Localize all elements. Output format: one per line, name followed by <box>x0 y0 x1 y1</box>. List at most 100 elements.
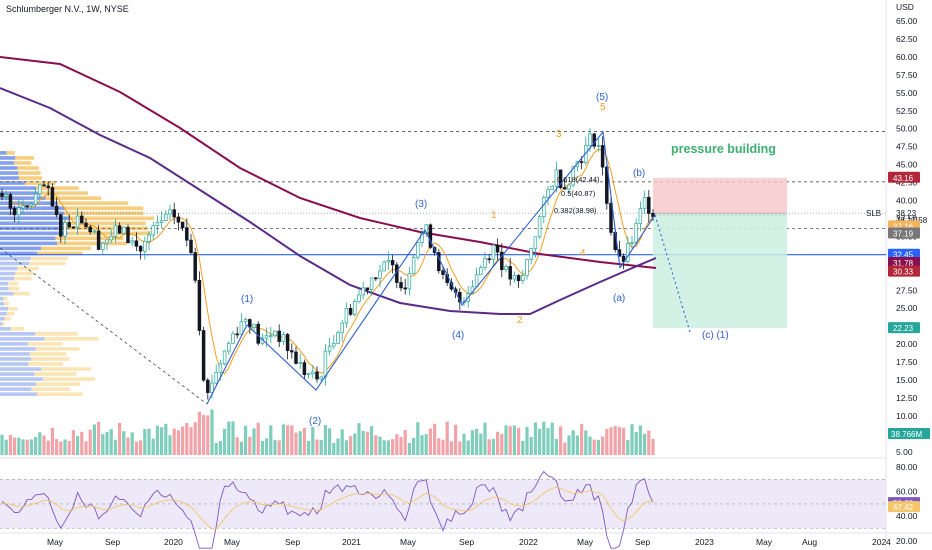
volume-profile-row <box>2 321 5 326</box>
volume-profile-row <box>0 291 14 296</box>
volume-bar <box>130 432 134 455</box>
volume-bar <box>206 415 210 455</box>
candle-body <box>378 270 382 279</box>
volume-bar <box>252 428 256 455</box>
volume-bar <box>185 423 189 455</box>
candle-body <box>592 133 596 147</box>
volume-profile-row <box>29 261 66 266</box>
volume-profile-row <box>0 367 42 371</box>
volume-profile-row <box>0 321 3 326</box>
candle-body <box>269 335 273 337</box>
volume-profile-row <box>0 387 32 391</box>
price-tick-label: 17.50 <box>896 357 918 367</box>
volume-profile-row <box>35 186 79 190</box>
volume-bar <box>433 423 437 455</box>
candle-body <box>180 221 185 229</box>
volume-bar <box>496 431 500 455</box>
price-tag-box <box>888 265 920 277</box>
volume-bar <box>613 426 617 455</box>
price-tick-label: 27.50 <box>896 285 918 295</box>
time-tick-label: Sep <box>285 537 300 547</box>
volume-profile-row <box>30 256 69 261</box>
volume-bar <box>294 432 298 455</box>
volume-bar <box>487 439 491 455</box>
volume-bar <box>59 441 63 455</box>
wave-label-c1: (c) (1) <box>702 330 729 341</box>
time-tick-label: 2022 <box>519 537 538 547</box>
volume-bar <box>412 437 416 455</box>
price-tag-label: SLB <box>866 209 881 218</box>
volume-bar <box>567 435 571 455</box>
candle-body <box>222 350 227 365</box>
candle-body <box>201 330 206 381</box>
price-tick-label: 60.00 <box>896 52 918 62</box>
volume-bar <box>25 439 29 455</box>
volume-bar <box>638 425 642 455</box>
volume-bar <box>349 436 353 455</box>
volume-bar <box>80 431 84 455</box>
candle-body <box>521 275 525 282</box>
candle-body <box>336 332 340 344</box>
candle-body <box>243 319 248 323</box>
volume-profile-row <box>0 211 65 216</box>
volume-bar <box>529 436 533 455</box>
candle-body <box>235 333 239 336</box>
volume-bar <box>500 433 504 455</box>
candle-body <box>17 207 21 216</box>
volume-profile-row <box>37 251 83 256</box>
volume-bar <box>29 439 33 455</box>
volume-bar <box>483 422 487 455</box>
volume-profile-row <box>4 316 11 321</box>
volume-tag-box <box>888 428 930 439</box>
candle-body <box>256 323 260 344</box>
volume-profile-row <box>0 161 15 165</box>
volume-bar <box>105 431 109 455</box>
volume-bar <box>202 415 206 455</box>
volume-profile-row <box>0 156 16 160</box>
candle-body <box>101 242 105 250</box>
volume-bar <box>542 421 546 455</box>
candle-body <box>357 294 361 302</box>
volume-profile-row <box>65 221 146 226</box>
volume-bar <box>605 428 609 455</box>
candle-body <box>537 216 542 238</box>
candle-body <box>54 205 59 216</box>
candle-body <box>126 226 130 244</box>
volume-bar <box>441 439 445 455</box>
candle-body <box>319 376 323 380</box>
time-tick-label: May <box>400 537 417 547</box>
candle-body <box>546 189 550 198</box>
volume-bar <box>370 426 374 455</box>
volume-profile-row <box>0 231 68 236</box>
volume-profile-row <box>57 201 129 205</box>
pressure-note: pressure building <box>671 142 776 156</box>
volume-bar <box>315 439 319 455</box>
short-position-box[interactable] <box>653 177 787 329</box>
subwave-label-4: 4 <box>580 248 586 259</box>
volume-profile-row <box>14 276 32 281</box>
volume-bar <box>546 428 550 455</box>
volume-bar <box>223 428 227 455</box>
candle-body <box>138 245 143 252</box>
price-tag-label: 32.45 <box>893 251 914 260</box>
volume-profile-row <box>0 382 37 386</box>
volume-bar <box>391 439 395 455</box>
volume-bar <box>374 435 378 455</box>
candle-body <box>130 240 134 244</box>
volume-bar <box>517 427 521 455</box>
volume-profile-row <box>0 271 16 276</box>
candle-body <box>159 220 164 223</box>
time-axis[interactable]: May Sep 2020 May Sep 2021 May Sep 2022 May Sep 2023… <box>47 537 891 547</box>
volume-profile-row <box>0 347 36 351</box>
subwave-label-2: 2 <box>517 315 523 326</box>
volume-bar <box>420 435 424 455</box>
candle-body <box>390 260 395 266</box>
candle-body <box>84 222 88 228</box>
volume-bar <box>575 435 579 455</box>
volume-profile-row <box>0 196 46 200</box>
volume-profile-row <box>4 301 9 306</box>
wave-path <box>206 130 621 405</box>
rsi-tag-box <box>888 501 920 513</box>
price-tag-label: 37.16 <box>893 222 914 231</box>
